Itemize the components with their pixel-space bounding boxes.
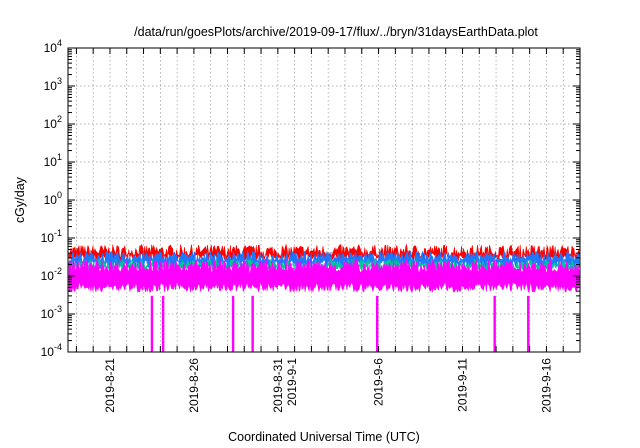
- y-axis-label: cGy/day: [13, 176, 27, 223]
- magenta-dropout: [375, 295, 379, 352]
- magenta-dropout: [251, 295, 254, 352]
- x-tick-label: 2019-8-21: [103, 358, 117, 413]
- y-tick-label: 103: [44, 76, 62, 93]
- magenta-dropout: [493, 295, 496, 352]
- magenta-dropout: [150, 295, 154, 352]
- magenta-dropout: [231, 295, 235, 352]
- x-tick-label: 2019-8-31: [271, 358, 285, 413]
- y-tick-label: 104: [44, 38, 62, 55]
- magenta-dropout: [161, 295, 165, 352]
- x-tick-label: 2019-9-6: [372, 358, 386, 406]
- y-tick-label: 10-1: [41, 228, 62, 245]
- grid: [68, 47, 580, 353]
- y-tick-label: 102: [44, 114, 62, 131]
- x-tick-label: 2019-9-1: [285, 358, 299, 406]
- data-series: [68, 243, 580, 352]
- x-axis-label: Coordinated Universal Time (UTC): [228, 430, 420, 444]
- y-tick-label: 101: [44, 152, 62, 169]
- y-tick-label: 10-2: [41, 266, 62, 283]
- x-tick-label: 2019-9-11: [455, 358, 469, 412]
- y-tick-label: 10-4: [41, 342, 62, 359]
- y-tick-label: 10-3: [41, 304, 62, 321]
- magenta-dropout: [527, 295, 530, 352]
- x-tick-label: 2019-8-26: [187, 358, 201, 413]
- y-tick-label: 100: [44, 190, 62, 207]
- chart-title: /data/run/goesPlots/archive/2019-09-17/f…: [134, 25, 538, 39]
- series-magenta: [68, 259, 580, 293]
- axis-ticks: 10-4 10-3 10-2 10-1 100 101 102 103 104 2019-8-21…: [41, 38, 580, 413]
- x-tick-label: 2019-9-16: [539, 358, 553, 413]
